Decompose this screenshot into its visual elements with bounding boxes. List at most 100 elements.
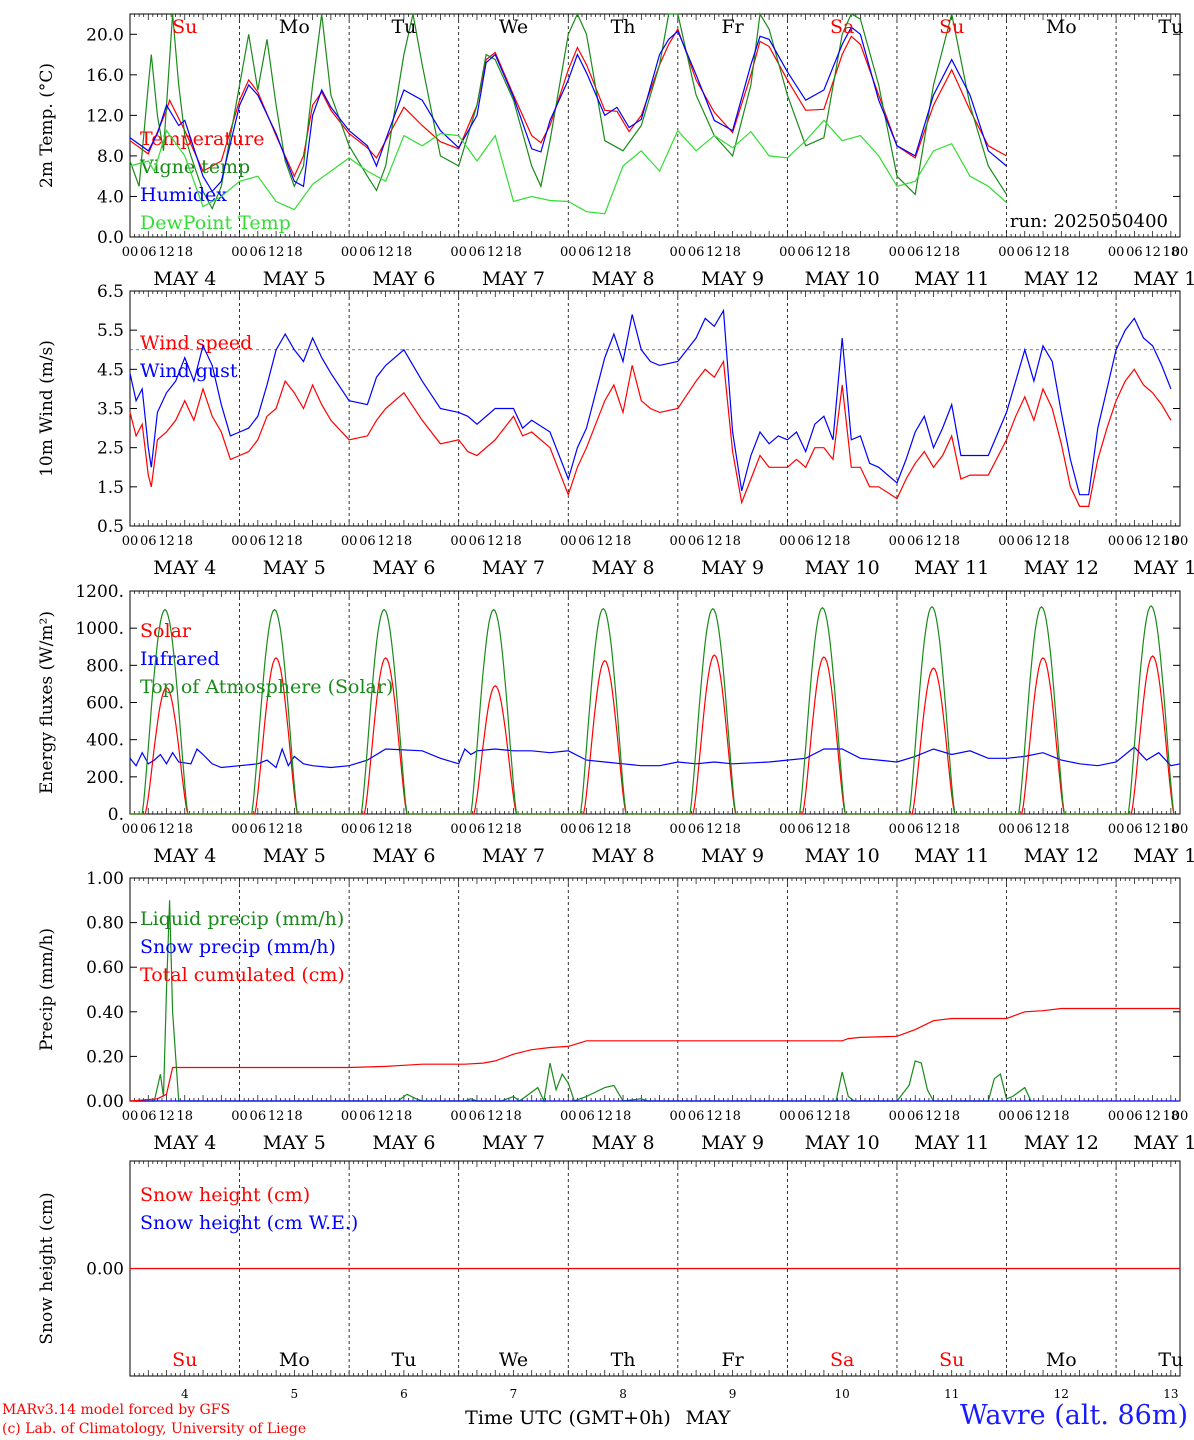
y-tick-label: 5.5: [97, 321, 124, 341]
hour-tick-label: 18: [286, 1109, 303, 1124]
hour-tick-label: 00: [889, 822, 906, 837]
hour-tick-label: 18: [1163, 822, 1180, 837]
hour-tick-label: 18: [505, 534, 522, 549]
hour-tick-label: 18: [834, 822, 851, 837]
y-tick-label: 0.00: [86, 1092, 124, 1112]
hour-tick-label: 18: [1053, 822, 1070, 837]
y-tick-label: 4.5: [97, 360, 124, 380]
model-credit: MARv3.14 model forced by GFS: [2, 1402, 231, 1418]
y-axis-label: Precip (mm/h): [37, 928, 57, 1051]
hour-tick-label: 18: [396, 534, 413, 549]
hour-tick-label: 00: [450, 822, 467, 837]
hour-tick-label: 00: [122, 822, 139, 837]
hour-tick-label: 18: [396, 245, 413, 260]
hour-tick-label: 12: [925, 534, 942, 549]
hour-tick-label: 00: [450, 1109, 467, 1124]
hour-tick-label: 18: [943, 245, 960, 260]
hour-tick-label: 00: [670, 1109, 687, 1124]
date-label: MAY 11: [914, 1132, 989, 1154]
series-line: [129, 12, 1008, 211]
day-name-top: Th: [611, 16, 636, 38]
hour-tick-label: 12: [268, 1109, 285, 1124]
hour-tick-label: 18: [1053, 534, 1070, 549]
lab-credit: (c) Lab. of Climatology, University of L…: [2, 1421, 307, 1437]
hour-tick-label: 00: [779, 822, 796, 837]
hour-tick-label: 18: [505, 245, 522, 260]
hour-tick-label: 06: [797, 245, 814, 260]
hour-tick-label: 00: [889, 1109, 906, 1124]
hour-tick-label: 06: [907, 534, 924, 549]
series-line: [129, 359, 1172, 507]
day-name-bottom: Su: [939, 1349, 964, 1371]
hour-tick-label: 18: [177, 534, 194, 549]
date-label: MAY 7: [482, 1132, 545, 1154]
y-tick-label: 16.0: [86, 66, 124, 86]
hour-tick-label: 06: [359, 245, 376, 260]
hour-tick-label: 06: [1017, 822, 1034, 837]
hour-tick-label: 12: [268, 822, 285, 837]
hour-tick-label: 06: [688, 822, 705, 837]
hour-tick-label: 12: [1144, 245, 1161, 260]
hour-tick-label: 12: [706, 534, 723, 549]
hour-tick-label: 12: [1035, 1109, 1052, 1124]
hour-tick-label: 06: [797, 534, 814, 549]
hour-tick-label: 12: [706, 245, 723, 260]
hour-tick-label: 06: [797, 1109, 814, 1124]
series-line: [130, 900, 1032, 1104]
legend-entry: Snow precip (mm/h): [140, 936, 336, 958]
day-name-top: Su: [939, 16, 964, 38]
legend-entry: Top of Atmosphere (Solar): [140, 676, 393, 698]
day-name-bottom: Fr: [721, 1349, 744, 1371]
hour-tick-label: 06: [1126, 534, 1143, 549]
hour-tick-label: 06: [797, 822, 814, 837]
date-label: MAY 9: [701, 1132, 764, 1154]
hour-tick-label: 12: [158, 822, 175, 837]
hour-tick-label: 12: [158, 534, 175, 549]
y-axis-label: 2m Temp. (°C): [37, 63, 57, 188]
hour-tick-label: 06: [688, 534, 705, 549]
date-label: MAY 6: [372, 557, 435, 579]
legend-entry: Wind gust: [140, 360, 238, 382]
hour-tick-label: 18: [286, 534, 303, 549]
y-tick-label: 600.: [86, 694, 124, 714]
hour-tick-label: 12: [158, 245, 175, 260]
hour-tick-label: 18: [396, 822, 413, 837]
hour-tick-label: 06: [907, 245, 924, 260]
hour-tick-label: 00: [1172, 534, 1189, 549]
day-number: 11: [944, 1387, 959, 1401]
hour-tick-label: 00: [1108, 245, 1125, 260]
legend-entry: Humidex: [140, 184, 227, 206]
y-axis-label: 10m Wind (m/s): [37, 340, 57, 477]
y-tick-label: 1000.: [75, 619, 124, 639]
hour-tick-label: 18: [615, 1109, 632, 1124]
date-label: MAY 12: [1024, 1132, 1099, 1154]
hour-tick-label: 00: [1108, 1109, 1125, 1124]
hour-tick-label: 00: [670, 245, 687, 260]
date-label: MAY 9: [701, 557, 764, 579]
hour-tick-label: 06: [250, 534, 267, 549]
day-name-bottom: We: [499, 1349, 528, 1371]
hour-tick-label: 00: [122, 245, 139, 260]
day-name-bottom: Th: [611, 1349, 636, 1371]
hour-tick-label: 00: [1108, 822, 1125, 837]
y-tick-label: 3.5: [97, 400, 124, 420]
plot-frame-1: [129, 13, 1181, 238]
hour-tick-label: 00: [560, 245, 577, 260]
y-tick-label: 0.80: [86, 914, 124, 934]
date-label: MAY 7: [482, 268, 545, 290]
y-tick-label: 2.5: [97, 439, 124, 459]
hour-tick-label: 12: [487, 245, 504, 260]
date-label: MAY 13: [1133, 845, 1194, 867]
date-label: MAY 13: [1133, 1132, 1194, 1154]
hour-tick-label: 06: [688, 245, 705, 260]
y-axis-label: Snow height (cm): [37, 1192, 57, 1344]
hour-tick-label: 18: [834, 1109, 851, 1124]
date-label: MAY 7: [482, 557, 545, 579]
y-tick-label: 12.0: [86, 106, 124, 126]
series-line: [129, 746, 1181, 769]
day-name-bottom: Tu: [391, 1349, 416, 1371]
hour-tick-label: 00: [998, 822, 1015, 837]
hour-tick-label: 12: [268, 245, 285, 260]
hour-tick-label: 12: [487, 534, 504, 549]
day-number: 12: [1054, 1387, 1069, 1401]
